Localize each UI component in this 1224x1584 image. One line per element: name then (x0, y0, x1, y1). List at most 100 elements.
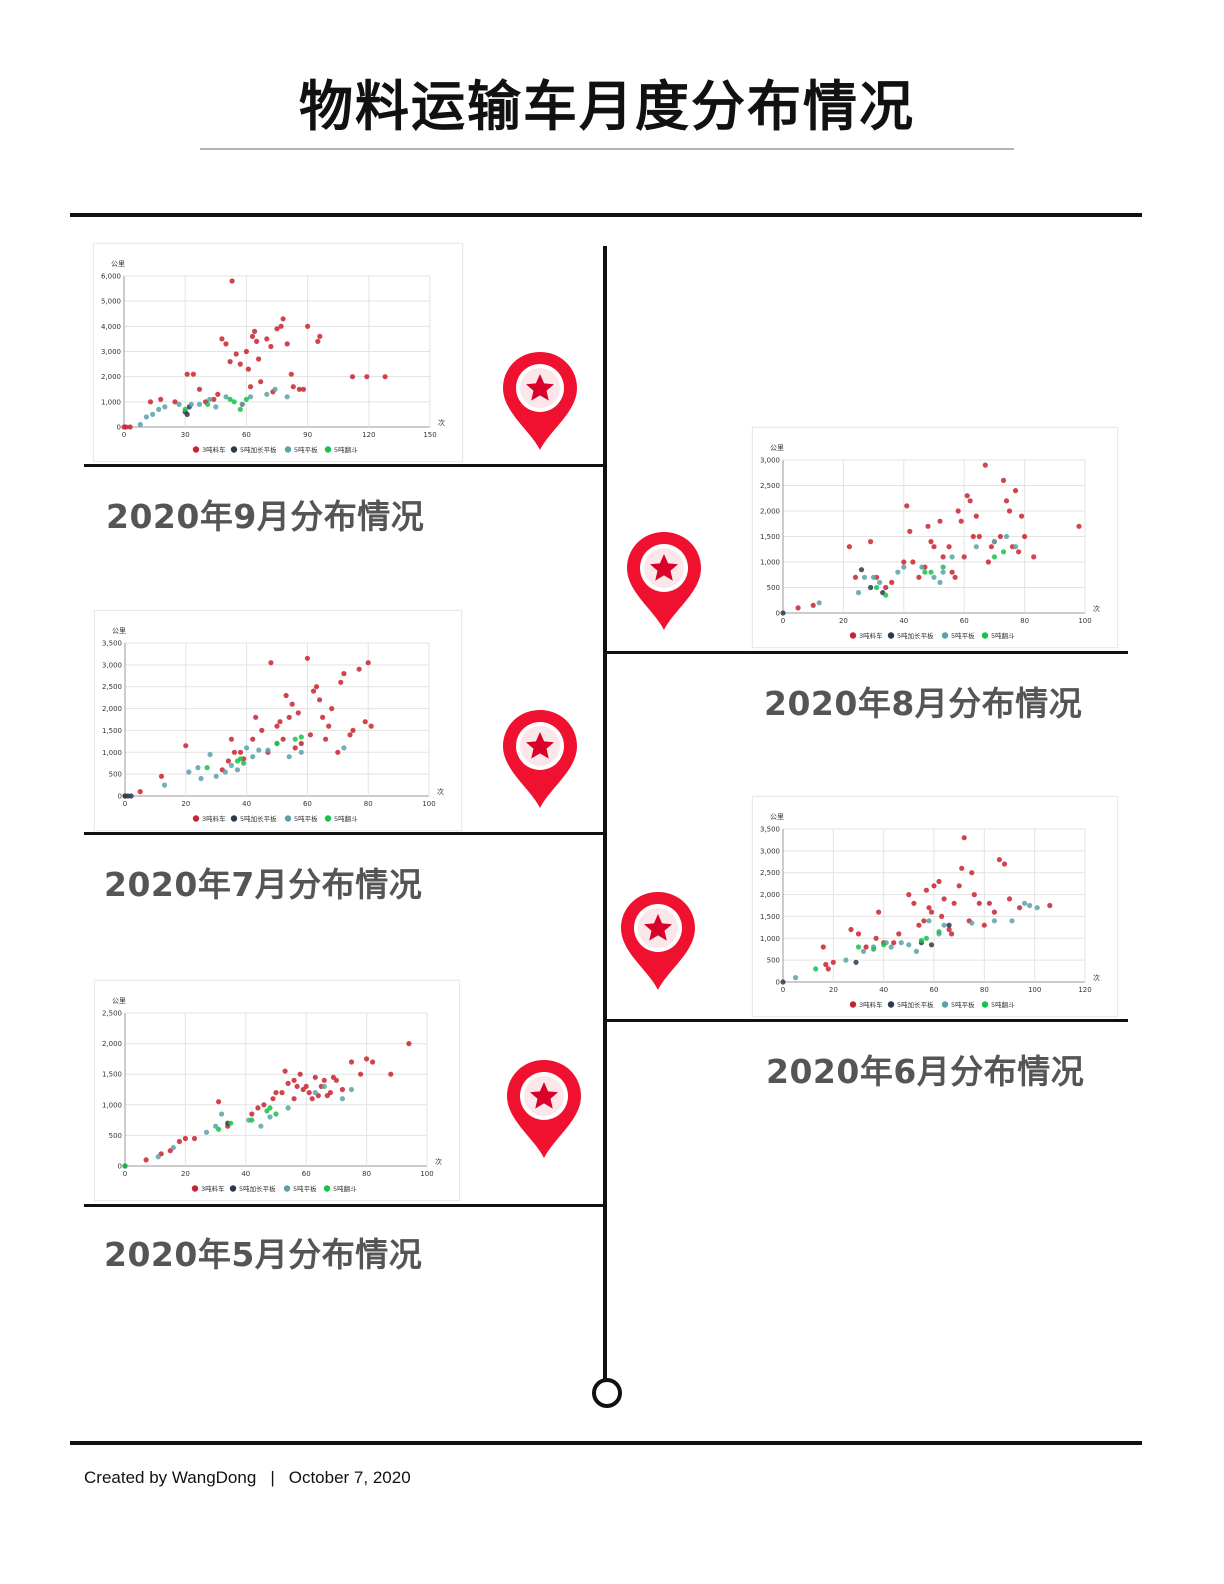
x-tick-label: 60 (302, 1170, 311, 1178)
data-point (855, 944, 862, 950)
data-point (227, 359, 233, 365)
data-point (362, 719, 368, 725)
data-point (203, 1129, 210, 1135)
data-point (320, 714, 326, 720)
data-point (916, 574, 922, 580)
x-tick-label: 100 (420, 1170, 433, 1178)
data-point (249, 1111, 255, 1117)
data-point (1027, 902, 1033, 909)
data-point (123, 424, 129, 430)
y-tick-label: 3,500 (102, 640, 122, 648)
data-point (270, 1096, 276, 1102)
data-point (940, 569, 946, 575)
data-point (1017, 905, 1023, 911)
data-point (926, 905, 932, 911)
legend-label: 3吨料车 (859, 1000, 883, 1009)
data-point (147, 399, 154, 405)
data-point (326, 723, 332, 729)
data-point (306, 1090, 312, 1096)
x-tick-label: 40 (879, 986, 888, 994)
data-point (273, 1090, 279, 1096)
data-point (317, 333, 323, 339)
data-point (937, 579, 943, 585)
legend-marker (283, 1185, 291, 1192)
top-rule (70, 213, 1142, 217)
data-point (877, 579, 883, 585)
y-tick-label: 5,000 (101, 298, 121, 306)
timeline-branch-may (84, 1204, 606, 1207)
data-point (228, 1120, 234, 1126)
data-point (296, 386, 302, 392)
data-point (341, 745, 347, 751)
data-point (951, 900, 957, 906)
data-point (873, 935, 879, 941)
data-point (284, 341, 290, 347)
data-point (895, 569, 901, 575)
title-divider (200, 148, 1014, 150)
data-point (264, 336, 270, 342)
data-point (946, 922, 952, 928)
legend-label: 5吨加长平板 (897, 1000, 934, 1009)
legend-label: 5吨加长平板 (240, 445, 277, 454)
x-tick-label: 40 (242, 800, 251, 808)
data-point (182, 406, 188, 412)
data-point (292, 745, 298, 751)
data-point (940, 554, 946, 560)
data-point (216, 1126, 222, 1132)
data-point (1009, 918, 1015, 924)
data-point (315, 338, 321, 344)
data-point (249, 333, 256, 339)
x-tick-label: 80 (362, 1170, 371, 1178)
data-point (871, 574, 877, 580)
data-point (243, 396, 249, 402)
y-tick-label: 0 (776, 610, 780, 618)
legend-marker (941, 632, 949, 639)
scatter-chart-june: 0 500 1,000 1,500 2,000 2,500 3,000 3,500 0 20 40 6… (760, 813, 1100, 1009)
data-point (283, 692, 289, 699)
data-point (310, 688, 317, 694)
x-tick-label: 120 (1078, 986, 1091, 994)
legend-marker (284, 446, 292, 453)
footer-separator: | (270, 1468, 275, 1487)
data-point (329, 706, 335, 712)
data-point (928, 909, 935, 915)
data-point (182, 1135, 188, 1142)
timeline-branch-august (606, 651, 1128, 654)
data-point (985, 559, 991, 565)
legend-label: 5吨翻斗 (333, 1184, 357, 1193)
data-point (991, 554, 997, 560)
data-point (158, 773, 165, 779)
y-tick-label: 1,500 (102, 1071, 122, 1079)
data-point (213, 404, 219, 410)
data-point (321, 1077, 327, 1083)
data-point (298, 749, 304, 755)
data-point (846, 544, 852, 550)
data-point (858, 567, 865, 573)
x-tick-label: 20 (829, 986, 838, 994)
legend-marker (192, 815, 200, 822)
legend-marker (849, 1001, 857, 1008)
y-tick-label: 2,000 (102, 705, 122, 713)
data-point (949, 931, 955, 937)
data-point (876, 909, 882, 915)
data-point (946, 926, 952, 933)
legend-marker (887, 632, 895, 639)
timeline-branch-september (84, 464, 606, 467)
legend-marker (324, 446, 332, 453)
x-axis-label: 次 (435, 1157, 442, 1166)
location-pin-icon (621, 892, 695, 990)
y-tick-label: 3,000 (102, 661, 122, 669)
data-point (969, 920, 975, 926)
data-point (290, 384, 296, 390)
footer: Created by WangDong | October 7, 2020 (84, 1468, 411, 1488)
data-point (227, 396, 233, 402)
footer-author: Created by WangDong (84, 1468, 257, 1487)
legend-label: 5吨平板 (951, 1000, 975, 1009)
data-point (795, 605, 801, 611)
data-point (991, 539, 997, 545)
data-point (348, 1086, 355, 1093)
data-point (228, 762, 234, 768)
y-axis-label: 公里 (770, 813, 784, 821)
data-point (370, 1059, 376, 1065)
data-point (996, 857, 1002, 863)
